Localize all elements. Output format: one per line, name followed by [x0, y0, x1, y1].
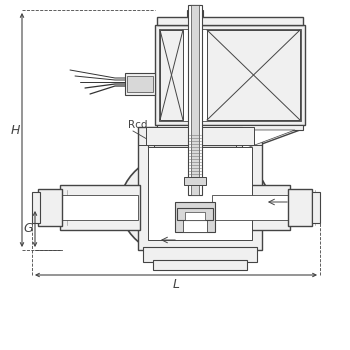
Bar: [175, 202, 215, 232]
Bar: [210, 185, 290, 230]
Bar: [143, 247, 257, 262]
Bar: [159, 29, 301, 121]
Text: L: L: [173, 279, 180, 292]
Ellipse shape: [120, 149, 270, 261]
Text: H: H: [10, 124, 20, 136]
Bar: [157, 125, 303, 130]
Bar: [60, 195, 138, 220]
Bar: [184, 177, 206, 185]
Polygon shape: [158, 130, 300, 155]
Bar: [32, 192, 40, 223]
Bar: [187, 10, 203, 17]
Bar: [60, 185, 140, 230]
Bar: [154, 142, 236, 147]
Bar: [157, 17, 303, 25]
Bar: [155, 25, 305, 125]
Bar: [288, 189, 312, 226]
Bar: [158, 153, 232, 175]
Bar: [148, 127, 242, 147]
Text: Rcd: Rcd: [128, 120, 147, 130]
Bar: [190, 5, 200, 10]
Bar: [212, 195, 290, 220]
Bar: [312, 192, 320, 223]
Bar: [183, 217, 207, 232]
Text: G: G: [23, 223, 33, 236]
Bar: [153, 260, 247, 270]
Bar: [127, 76, 153, 92]
Bar: [188, 5, 202, 195]
Bar: [177, 208, 213, 220]
Bar: [160, 30, 183, 120]
Ellipse shape: [147, 169, 243, 241]
Bar: [125, 73, 155, 95]
Bar: [146, 127, 254, 145]
Bar: [148, 147, 252, 240]
Bar: [150, 147, 240, 155]
Bar: [191, 5, 199, 195]
Polygon shape: [162, 130, 295, 155]
Bar: [185, 212, 205, 220]
Bar: [38, 189, 62, 226]
Bar: [207, 30, 300, 120]
Bar: [138, 127, 262, 250]
